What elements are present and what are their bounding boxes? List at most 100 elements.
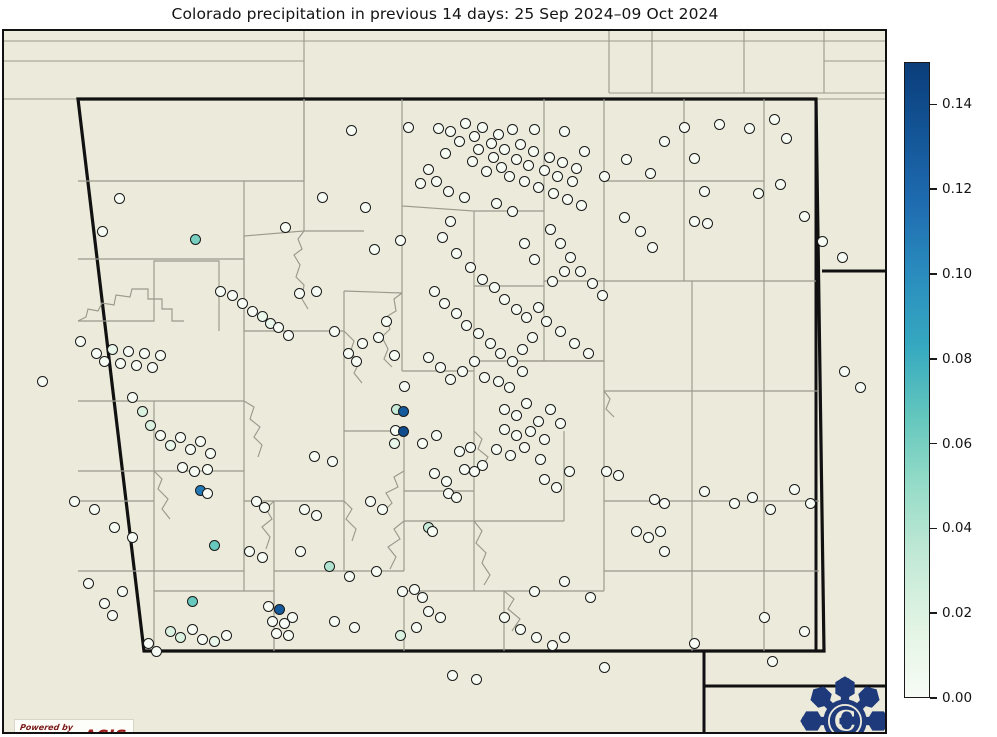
station-point — [688, 637, 700, 649]
station-point — [527, 145, 539, 157]
station-point — [476, 459, 488, 471]
station-point — [766, 655, 778, 667]
station-point — [558, 631, 570, 643]
station-point — [444, 215, 456, 227]
station-point — [108, 521, 120, 533]
station-point — [444, 373, 456, 385]
station-point — [698, 485, 710, 497]
station-point — [728, 497, 740, 509]
station-point — [472, 327, 484, 339]
station-point — [644, 167, 656, 179]
station-point — [654, 525, 666, 537]
station-point — [498, 403, 510, 415]
station-point — [554, 237, 566, 249]
station-point — [768, 113, 780, 125]
station-point — [540, 315, 552, 327]
station-point — [488, 281, 500, 293]
station-point — [478, 371, 490, 383]
station-point — [701, 217, 713, 229]
station-point — [503, 170, 515, 182]
station-point — [678, 121, 690, 133]
station-point — [528, 123, 540, 135]
station-point — [538, 473, 550, 485]
station-point — [394, 234, 406, 246]
station-point — [150, 645, 162, 657]
station-point — [188, 465, 200, 477]
station-point — [372, 331, 384, 343]
station-point — [612, 469, 624, 481]
station-point — [398, 380, 410, 392]
station-point — [414, 177, 426, 189]
station-point — [130, 359, 142, 371]
station-point — [648, 493, 660, 505]
station-point — [436, 231, 448, 243]
station-point — [262, 600, 274, 612]
station-point — [752, 187, 764, 199]
station-point — [485, 137, 497, 149]
station-point — [510, 303, 522, 315]
station-point — [538, 433, 550, 445]
station-point — [838, 365, 850, 377]
station-point — [458, 191, 470, 203]
station-point — [96, 225, 108, 237]
station-point — [642, 531, 654, 543]
station-point — [422, 163, 434, 175]
station-point — [574, 265, 586, 277]
station-point — [458, 463, 470, 475]
station-point — [798, 625, 810, 637]
station-point — [368, 243, 380, 255]
station-point — [114, 357, 126, 369]
station-point — [514, 138, 526, 150]
station-point — [646, 241, 658, 253]
station-point — [278, 617, 290, 629]
colorbar-tick-mark — [930, 103, 937, 106]
station-point — [453, 135, 465, 147]
station-point — [658, 135, 670, 147]
colorbar-container: precip (inches) 0.140.120.100.080.060.04… — [898, 29, 997, 734]
station-point — [98, 355, 110, 367]
station-point — [256, 551, 268, 563]
station-point — [506, 355, 518, 367]
station-point — [586, 277, 598, 289]
station-point — [546, 275, 558, 287]
station-point — [520, 397, 532, 409]
station-point — [426, 525, 438, 537]
station-point — [518, 175, 530, 187]
station-point — [554, 325, 566, 337]
station-point — [310, 509, 322, 521]
station-point — [308, 450, 320, 462]
station-point — [272, 321, 284, 333]
station-point — [74, 335, 86, 347]
station-point — [472, 143, 484, 155]
station-point — [532, 301, 544, 313]
station-point — [816, 235, 828, 247]
station-point — [189, 233, 201, 245]
station-point — [484, 337, 496, 349]
county-lines — [77, 99, 819, 651]
station-point — [688, 215, 700, 227]
station-point — [468, 465, 480, 477]
station-point — [106, 609, 118, 621]
station-point — [323, 560, 335, 572]
station-point — [438, 297, 450, 309]
station-point — [286, 611, 298, 623]
station-point — [282, 329, 294, 341]
colorbar-tick-label: 0.14 — [942, 96, 973, 113]
station-point — [348, 621, 360, 633]
station-point — [220, 629, 232, 641]
station-points-layer — [4, 31, 885, 732]
station-point — [456, 365, 468, 377]
station-point — [498, 143, 510, 155]
station-point — [397, 405, 409, 417]
station-point — [394, 629, 406, 641]
station-point — [204, 447, 216, 459]
station-point — [596, 289, 608, 301]
station-point — [854, 381, 866, 393]
station-point — [534, 453, 546, 465]
station-point — [434, 361, 446, 373]
station-point — [487, 151, 499, 163]
station-point — [444, 125, 456, 137]
map-frame: Powered by ACIS Regional Climate Centers — [2, 29, 887, 734]
station-point — [258, 501, 270, 513]
station-point — [551, 170, 563, 182]
